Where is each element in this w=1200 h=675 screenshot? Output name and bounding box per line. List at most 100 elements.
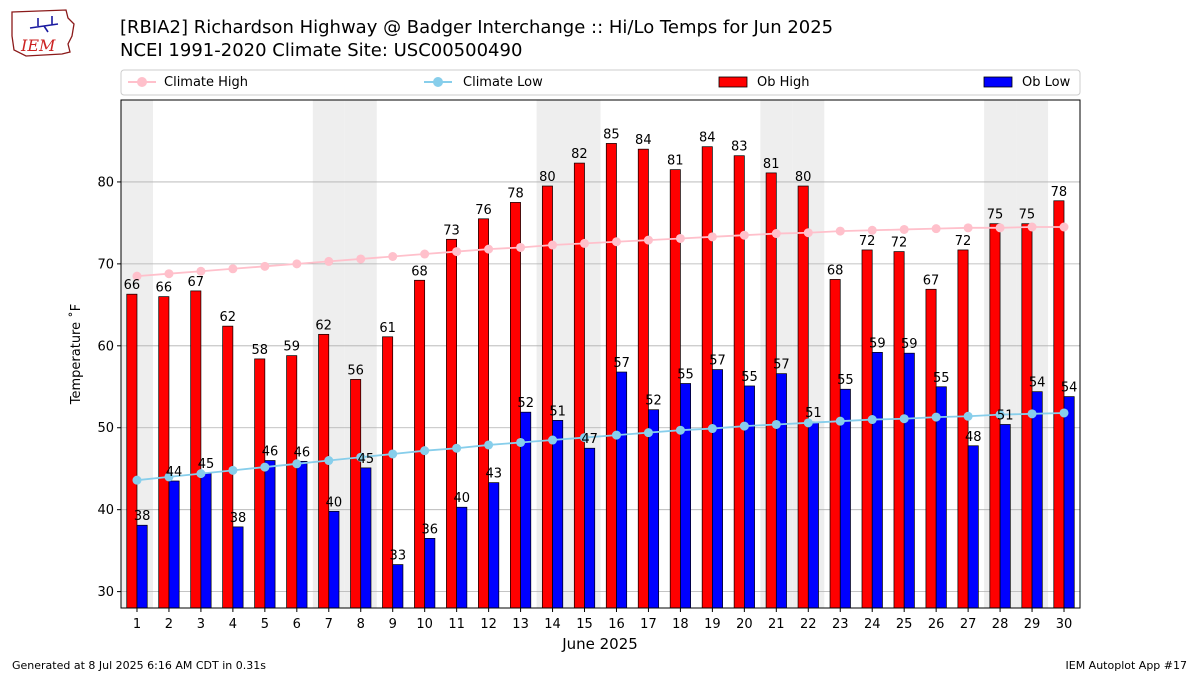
- x-tick-label-8: 8: [357, 617, 365, 632]
- ob-low-bar-day-10: [424, 538, 436, 609]
- ob-low-bar-day-11: [456, 506, 468, 609]
- y-tick-label-30: 30: [97, 585, 114, 600]
- y-tick-label-40: 40: [97, 503, 114, 518]
- climate-low-point-day-28: [995, 410, 1005, 420]
- x-tick-label-26: 26: [928, 617, 945, 632]
- legend-item-climate-low: Climate Low: [424, 75, 543, 90]
- climate-low-point-day-14: [548, 435, 558, 445]
- legend-climate-low-marker: [433, 77, 443, 87]
- ob-high-label-day-20: 83: [731, 140, 748, 155]
- legend-ob-high-swatch: [718, 76, 748, 88]
- legend-ob-high-label: Ob High: [757, 75, 810, 90]
- ob-high-label-day-21: 81: [763, 157, 780, 172]
- ob-low-label-day-22: 51: [805, 406, 822, 421]
- iem-logo: IEM: [11, 9, 75, 57]
- generated-timestamp: Generated at 8 Jul 2025 6:16 AM CDT in 0…: [12, 659, 266, 672]
- ob-high-label-day-23: 68: [827, 263, 844, 278]
- ob-high-bar-day-3: [190, 290, 202, 609]
- ob-high-label-day-12: 76: [475, 203, 492, 218]
- y-axis-label: Temperature ˚F: [68, 304, 84, 405]
- ob-high-label-day-26: 67: [923, 273, 940, 288]
- climate-high-point-day-15: [580, 238, 590, 248]
- climate-high-point-day-9: [388, 251, 398, 261]
- ob-high-label-day-25: 72: [891, 236, 908, 251]
- climate-high-point-day-5: [260, 261, 270, 271]
- ob-high-label-day-17: 84: [635, 133, 652, 148]
- ob-high-bar-day-24: [861, 249, 873, 609]
- ob-high-label-day-30: 78: [1051, 185, 1068, 200]
- climate-high-point-day-2: [164, 269, 174, 279]
- x-tick-label-15: 15: [576, 617, 593, 632]
- y-tick-label-60: 60: [97, 339, 114, 354]
- x-tick-label-16: 16: [608, 617, 625, 632]
- climate-high-point-day-25: [899, 224, 909, 234]
- x-tick-label-29: 29: [1024, 617, 1041, 632]
- ob-high-bar-day-9: [382, 336, 394, 609]
- x-tick-label-20: 20: [736, 617, 753, 632]
- x-tick-label-14: 14: [544, 617, 561, 632]
- ob-low-label-day-29: 54: [1029, 376, 1046, 391]
- climate-low-point-day-15: [580, 433, 590, 443]
- climate-high-point-day-13: [516, 242, 526, 252]
- ob-high-label-day-14: 80: [539, 170, 556, 185]
- climate-lines: [132, 222, 1069, 485]
- x-tick-label-23: 23: [832, 617, 849, 632]
- ob-high-label-day-19: 84: [699, 131, 716, 146]
- climate-low-point-day-19: [707, 424, 717, 434]
- legend-item-ob-low: Ob Low: [983, 75, 1071, 90]
- climate-low-point-day-2: [164, 472, 174, 482]
- climate-low-point-day-20: [739, 421, 749, 431]
- climate-low-point-day-30: [1059, 408, 1069, 418]
- ob-low-bar-day-19: [712, 369, 723, 609]
- x-tick-label-30: 30: [1056, 617, 1073, 632]
- ob-low-label-day-24: 59: [869, 336, 886, 351]
- climate-high-point-day-27: [963, 223, 973, 233]
- ob-low-label-day-15: 47: [581, 432, 598, 447]
- ob-high-label-day-8: 56: [347, 363, 364, 378]
- ob-low-bar-day-12: [488, 482, 500, 609]
- ob-high-label-day-2: 66: [156, 281, 173, 296]
- climate-high-point-day-28: [995, 223, 1005, 233]
- climate-low-point-day-24: [867, 415, 877, 425]
- climate-low-point-day-6: [292, 459, 302, 469]
- ob-high-bar-day-22: [797, 185, 809, 609]
- x-tick-label-9: 9: [389, 617, 397, 632]
- ob-low-label-day-26: 55: [933, 371, 950, 386]
- ob-low-label-day-6: 46: [294, 445, 311, 460]
- ob-high-bar-day-10: [414, 279, 426, 609]
- ob-low-label-day-10: 36: [422, 522, 439, 537]
- ob-low-label-day-1: 38: [134, 509, 151, 524]
- ob-low-bar-day-3: [200, 472, 212, 609]
- x-tick-label-18: 18: [672, 617, 689, 632]
- chart-title: [RBIA2] Richardson Highway @ Badger Inte…: [120, 17, 834, 38]
- ob-low-label-day-18: 55: [677, 367, 694, 382]
- ob-low-bar-day-18: [680, 383, 691, 609]
- x-tick-label-13: 13: [512, 617, 529, 632]
- ob-low-bar-day-1: [136, 524, 148, 609]
- app-credit: IEM Autoplot App #17: [1065, 659, 1188, 672]
- ob-high-label-day-7: 62: [315, 318, 332, 333]
- ob-high-bar-day-26: [925, 288, 937, 609]
- ob-low-bar-day-5: [264, 460, 276, 609]
- legend-climate-high-marker: [137, 77, 147, 87]
- ob-low-bar-day-21: [775, 373, 787, 609]
- legend-ob-low-swatch: [983, 76, 1013, 88]
- ob-high-label-day-1: 66: [124, 278, 141, 293]
- x-tick-label-10: 10: [416, 617, 433, 632]
- ob-high-bar-day-21: [765, 172, 777, 609]
- ob-low-label-day-23: 55: [837, 373, 854, 388]
- ob-high-label-day-5: 58: [251, 343, 268, 358]
- x-tick-label-11: 11: [448, 617, 465, 632]
- climate-low-point-day-17: [643, 428, 653, 438]
- climate-high-point-day-18: [675, 233, 685, 243]
- climate-low-point-day-29: [1027, 409, 1037, 419]
- bars: [126, 143, 1075, 609]
- climate-low-point-day-5: [260, 462, 270, 472]
- ob-high-label-day-4: 62: [219, 310, 236, 325]
- ob-high-bar-day-5: [254, 358, 266, 609]
- ob-high-bar-day-30: [1053, 200, 1065, 609]
- ob-low-label-day-2: 44: [166, 465, 183, 480]
- ob-low-bar-day-30: [1063, 396, 1075, 609]
- climate-high-point-day-1: [132, 271, 142, 281]
